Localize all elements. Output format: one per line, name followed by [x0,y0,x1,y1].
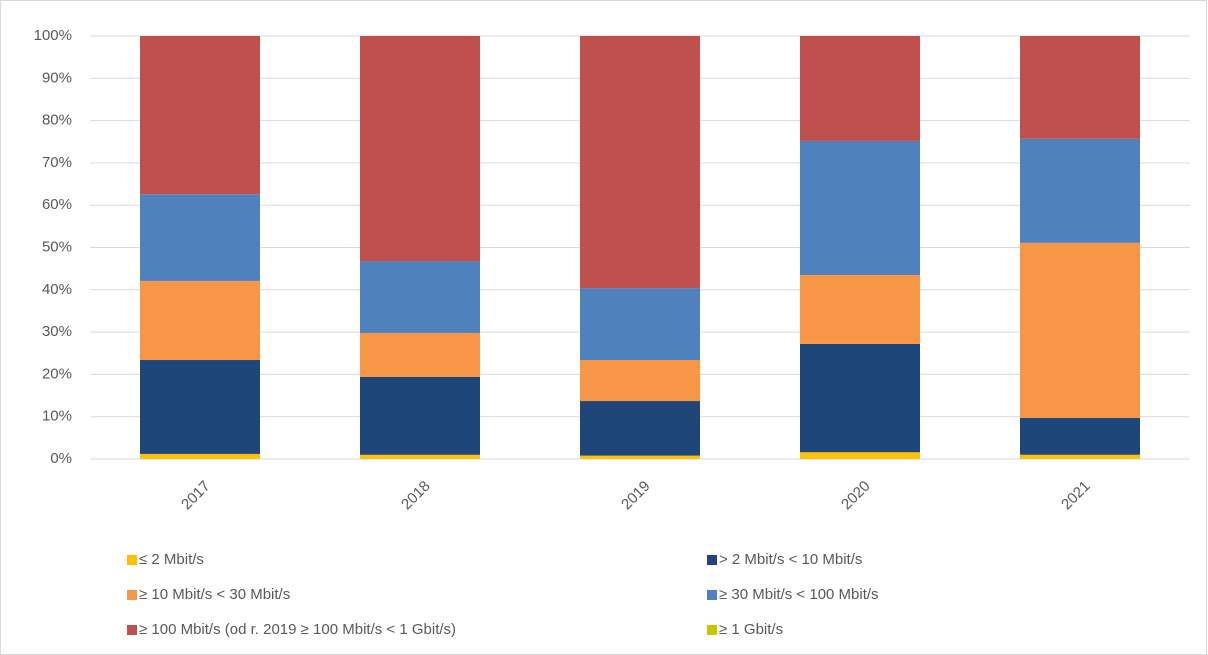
y-tick-label: 80% [42,112,72,129]
bar-segment [1020,454,1140,459]
legend-swatch [707,625,717,635]
bar-segment [360,36,480,262]
y-tick-label: 60% [42,196,72,213]
bar-segment [580,36,700,289]
x-tick-label: 2018 [398,478,434,514]
bar-segment [140,280,260,361]
y-tick-label: 0% [50,450,72,467]
x-tick-label: 2020 [838,478,874,514]
legend-swatch [127,625,137,635]
bar-segment [580,401,700,456]
bar-segment [800,274,920,344]
bar-segment [800,452,920,459]
bar-segment [580,360,700,402]
y-tick-label: 70% [42,154,72,171]
legend-label: ≤ 2 Mbit/s [139,551,204,568]
y-tick-label: 90% [42,69,72,86]
legend-label: > 2 Mbit/s < 10 Mbit/s [719,551,862,568]
bar-segment [140,360,260,454]
bar-segment [1020,36,1140,139]
x-tick-label: 2019 [618,478,654,514]
bar-segment [800,36,920,141]
legend-label: ≥ 100 Mbit/s (od r. 2019 ≥ 100 Mbit/s < … [139,621,456,638]
x-tick-label: 2021 [1058,478,1094,514]
bar-segment [800,140,920,275]
legend-label: ≥ 1 Gbit/s [719,621,783,638]
bar-segment [580,455,700,459]
y-tick-label: 10% [42,408,72,425]
bar-segment [360,261,480,333]
bar-segment [360,376,480,455]
y-tick-label: 20% [42,365,72,382]
legend-swatch [127,555,137,565]
bar-segment [800,343,920,453]
x-tick-label: 2017 [178,478,214,514]
bar-segment [1020,417,1140,455]
legend-swatch [707,555,717,565]
y-tick-label: 50% [42,238,72,255]
legend-label: ≥ 10 Mbit/s < 30 Mbit/s [139,586,290,603]
bar-segment [140,194,260,281]
y-tick-label: 30% [42,323,72,340]
bar-segment [140,36,260,195]
bar-segment [140,453,260,459]
legend-label: ≥ 30 Mbit/s < 100 Mbit/s [719,586,879,603]
y-tick-label: 40% [42,281,72,298]
bar-segment [580,288,700,361]
bar-segment [360,454,480,459]
bar-segment [1020,242,1140,418]
bar-segment [1020,138,1140,243]
legend-swatch [127,590,137,600]
y-tick-label: 100% [34,27,72,44]
legend-swatch [707,590,717,600]
bar-segment [360,332,480,377]
